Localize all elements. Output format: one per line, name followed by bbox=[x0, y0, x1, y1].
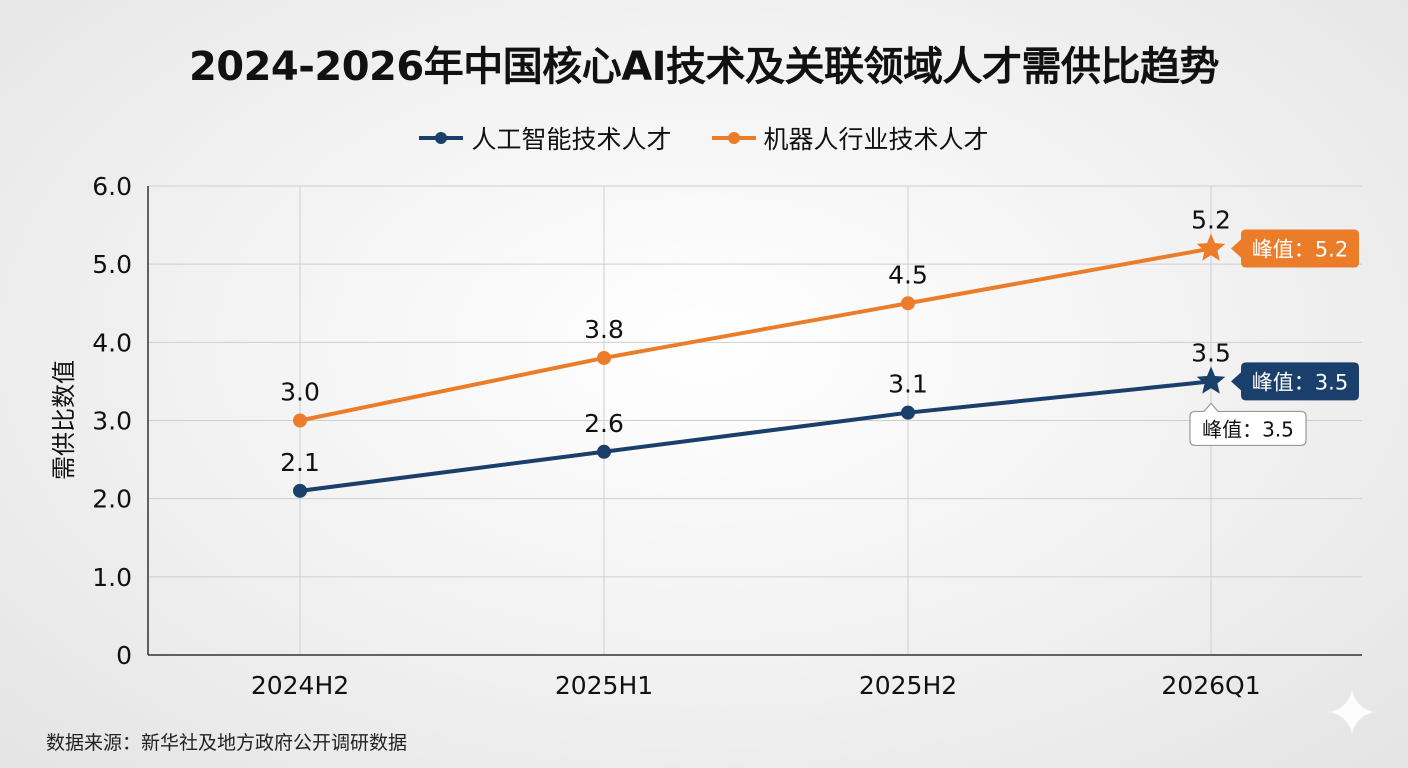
peak-callout-text: 峰值：3.5 bbox=[1252, 370, 1348, 394]
peak-callout-box bbox=[1231, 362, 1359, 401]
peak-tooltip-text: 峰值：3.5 bbox=[1202, 417, 1294, 441]
data-label: 3.8 bbox=[584, 315, 624, 344]
y-tick-label: 0 bbox=[116, 641, 132, 670]
legend-item-robot: 机器人行业技术人才 bbox=[711, 120, 989, 156]
legend-marker-robot bbox=[711, 132, 756, 144]
legend-marker-ai bbox=[419, 132, 464, 144]
y-tick-label: 1.0 bbox=[92, 563, 132, 592]
legend-label-ai: 人工智能技术人才 bbox=[471, 125, 672, 154]
data-point bbox=[901, 405, 915, 420]
peak-star-marker bbox=[1196, 233, 1226, 261]
data-label: 2.6 bbox=[584, 409, 624, 438]
legend-item-ai: 人工智能技术人才 bbox=[419, 120, 672, 156]
peak-tooltip-box bbox=[1189, 402, 1307, 447]
data-point bbox=[901, 296, 915, 311]
series-line-0 bbox=[299, 379, 1212, 493]
legend: 人工智能技术人才 机器人行业技术人才 bbox=[0, 120, 1408, 156]
data-label: 4.5 bbox=[888, 260, 928, 289]
data-label: 3.1 bbox=[888, 370, 928, 399]
x-tick-label: 2025H2 bbox=[859, 671, 957, 700]
x-tick-label: 2026Q1 bbox=[1161, 671, 1260, 700]
y-axis-label: 需供比数值 bbox=[50, 360, 78, 480]
data-point bbox=[597, 350, 611, 365]
data-point bbox=[293, 483, 307, 498]
data-point bbox=[293, 413, 307, 428]
x-tick-label: 2024H2 bbox=[251, 671, 349, 700]
y-tick-label: 2.0 bbox=[92, 485, 132, 514]
y-tick-label: 3.0 bbox=[92, 407, 132, 436]
series-line-1 bbox=[299, 246, 1212, 423]
data-point bbox=[597, 444, 611, 459]
y-tick-label: 4.0 bbox=[92, 328, 132, 357]
y-tick-label: 5.0 bbox=[92, 250, 132, 279]
data-label: 5.2 bbox=[1191, 206, 1231, 235]
legend-label-robot: 机器人行业技术人才 bbox=[763, 125, 989, 154]
x-tick-label: 2025H1 bbox=[555, 671, 653, 700]
peak-callout-text: 峰值：5.2 bbox=[1252, 238, 1348, 262]
y-tick-label: 6.0 bbox=[92, 172, 132, 201]
peak-star-marker bbox=[1196, 366, 1226, 394]
data-label: 3.5 bbox=[1191, 338, 1231, 367]
chart-title: 2024-2026年中国核心AI技术及关联领域人才需供比趋势 bbox=[188, 44, 1220, 90]
source-note: 数据来源：新华社及地方政府公开调研数据 bbox=[46, 732, 408, 754]
data-label: 2.1 bbox=[280, 448, 320, 477]
peak-callout-box bbox=[1231, 229, 1359, 268]
data-label: 3.0 bbox=[280, 378, 320, 407]
